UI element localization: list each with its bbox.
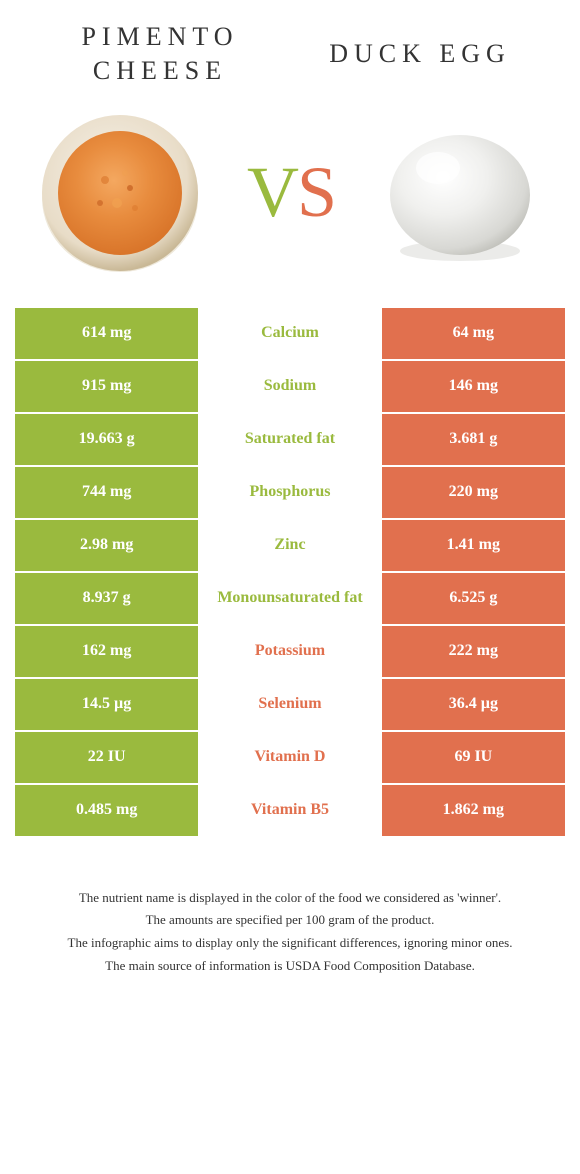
nutrient-label: Selenium	[198, 679, 381, 732]
footnotes: The nutrient name is displayed in the co…	[15, 838, 565, 977]
images-row: V S	[15, 98, 565, 308]
nutrient-row: 915 mgSodium146 mg	[15, 361, 565, 414]
footnote-line: The nutrient name is displayed in the co…	[35, 888, 545, 909]
vs-v: V	[247, 151, 295, 234]
nutrient-label: Monounsaturated fat	[198, 573, 381, 626]
value-left: 915 mg	[15, 361, 198, 414]
value-left: 14.5 µg	[15, 679, 198, 732]
value-left: 744 mg	[15, 467, 198, 520]
nutrient-row: 0.485 mgVitamin B51.862 mg	[15, 785, 565, 838]
nutrient-label: Potassium	[198, 626, 381, 679]
title-left-line1: PIMENTO	[81, 22, 238, 51]
food-title-right: DUCK EGG	[290, 37, 550, 71]
nutrient-label: Zinc	[198, 520, 381, 573]
value-right: 222 mg	[382, 626, 565, 679]
value-right: 36.4 µg	[382, 679, 565, 732]
value-right: 146 mg	[382, 361, 565, 414]
duck-egg-image	[375, 108, 545, 278]
egg-icon	[380, 113, 540, 273]
nutrient-label: Phosphorus	[198, 467, 381, 520]
nutrient-label: Vitamin D	[198, 732, 381, 785]
title-left-line2: CHEESE	[93, 56, 227, 85]
footnote-line: The amounts are specified per 100 gram o…	[35, 910, 545, 931]
bowl-icon	[35, 108, 205, 278]
value-left: 2.98 mg	[15, 520, 198, 573]
value-right: 64 mg	[382, 308, 565, 361]
food-title-left: PIMENTO CHEESE	[30, 20, 290, 88]
value-right: 69 IU	[382, 732, 565, 785]
value-left: 614 mg	[15, 308, 198, 361]
nutrient-label: Sodium	[198, 361, 381, 414]
pimento-cheese-image	[35, 108, 205, 278]
value-right: 1.862 mg	[382, 785, 565, 838]
value-right: 220 mg	[382, 467, 565, 520]
nutrient-row: 22 IUVitamin D69 IU	[15, 732, 565, 785]
value-left: 22 IU	[15, 732, 198, 785]
nutrient-row: 614 mgCalcium64 mg	[15, 308, 565, 361]
comparison-infographic: PIMENTO CHEESE DUCK EGG	[0, 0, 580, 1009]
title-right: DUCK EGG	[329, 39, 511, 68]
header: PIMENTO CHEESE DUCK EGG	[15, 20, 565, 98]
value-right: 3.681 g	[382, 414, 565, 467]
value-right: 6.525 g	[382, 573, 565, 626]
vs-label: V S	[247, 151, 333, 234]
nutrient-row: 8.937 gMonounsaturated fat6.525 g	[15, 573, 565, 626]
value-left: 162 mg	[15, 626, 198, 679]
nutrient-table: 614 mgCalcium64 mg915 mgSodium146 mg19.6…	[15, 308, 565, 838]
nutrient-row: 162 mgPotassium222 mg	[15, 626, 565, 679]
nutrient-row: 19.663 gSaturated fat3.681 g	[15, 414, 565, 467]
nutrient-row: 2.98 mgZinc1.41 mg	[15, 520, 565, 573]
footnote-line: The main source of information is USDA F…	[35, 956, 545, 977]
nutrient-label: Vitamin B5	[198, 785, 381, 838]
nutrient-row: 14.5 µgSelenium36.4 µg	[15, 679, 565, 732]
nutrient-label: Saturated fat	[198, 414, 381, 467]
value-left: 0.485 mg	[15, 785, 198, 838]
value-right: 1.41 mg	[382, 520, 565, 573]
nutrient-label: Calcium	[198, 308, 381, 361]
nutrient-row: 744 mgPhosphorus220 mg	[15, 467, 565, 520]
value-left: 8.937 g	[15, 573, 198, 626]
vs-s: S	[297, 151, 333, 234]
value-left: 19.663 g	[15, 414, 198, 467]
footnote-line: The infographic aims to display only the…	[35, 933, 545, 954]
